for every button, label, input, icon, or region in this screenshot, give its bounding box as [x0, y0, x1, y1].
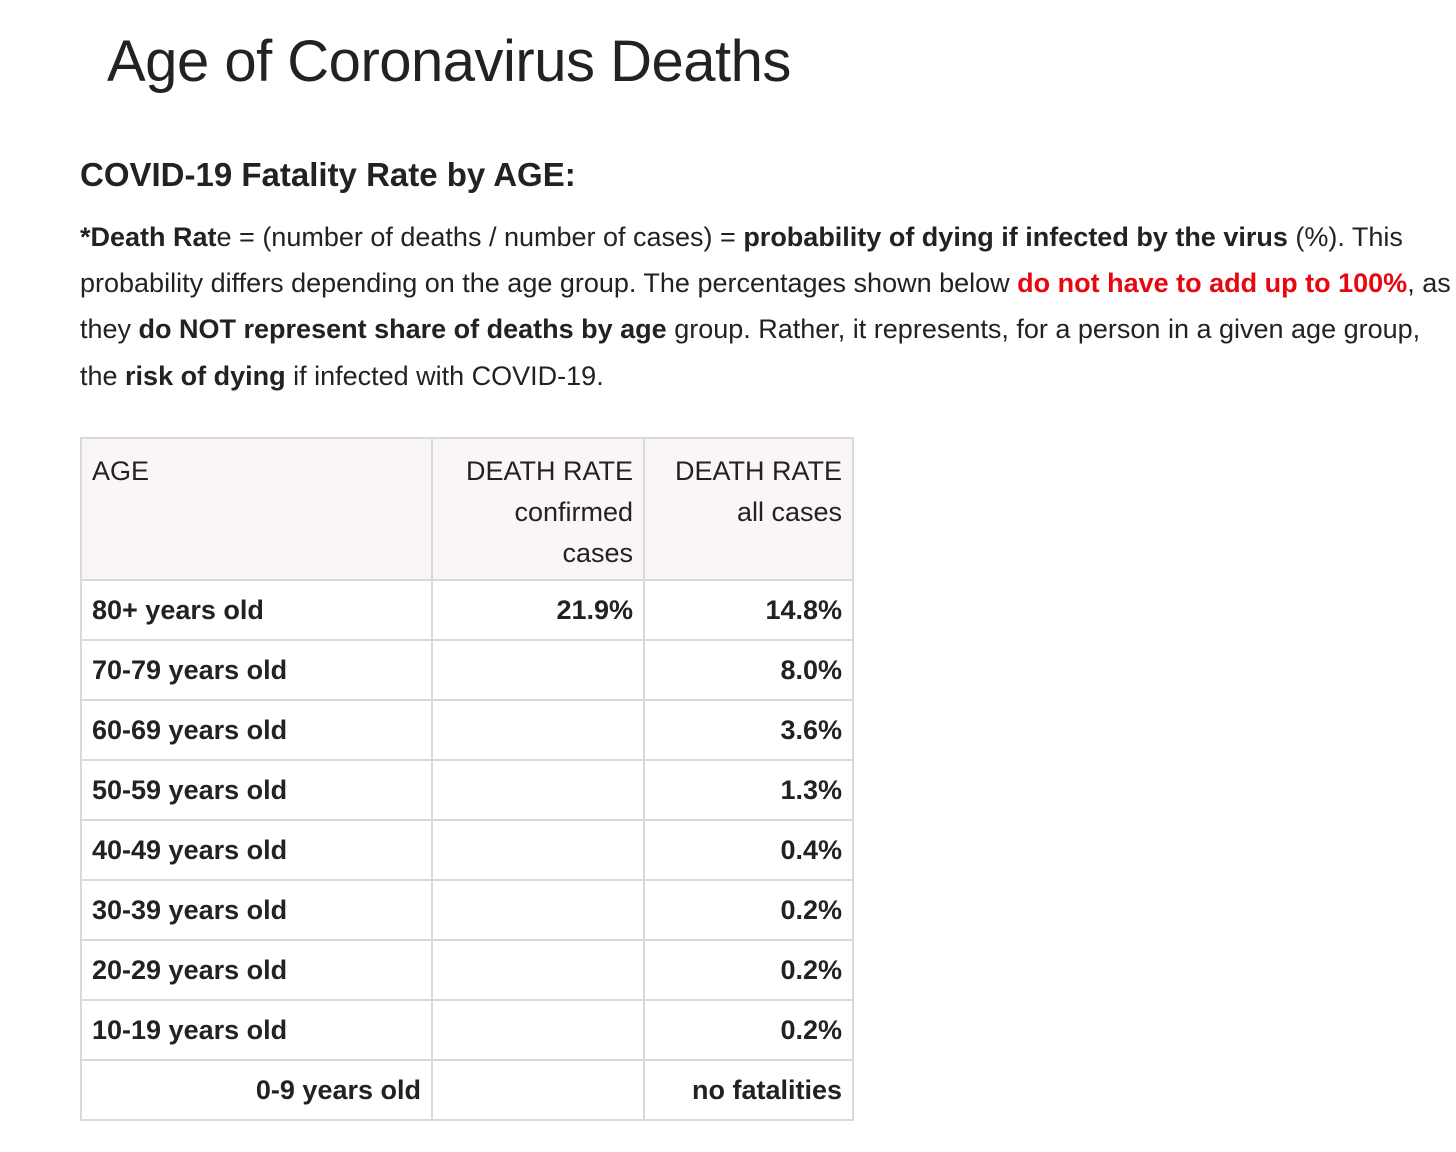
confirmed-rate-cell: [431, 639, 645, 701]
intro-text: (%).: [1287, 222, 1345, 252]
risk-emphasis: risk of dying: [125, 360, 286, 391]
confirmed-rate-cell: [431, 939, 645, 1001]
red-emphasis: do not have to add up to 100%: [1017, 268, 1408, 299]
confirmed-rate-cell: [431, 699, 645, 761]
confirmed-rate-cell: [431, 879, 645, 941]
all-cases-rate-cell: no fatalities: [643, 1059, 854, 1121]
table-row: 60-69 years old 3.6%: [80, 699, 854, 761]
probability-emphasis: probability of dying if infected by the …: [743, 222, 1288, 252]
age-column-header: AGE: [80, 437, 433, 581]
intro-text: e = (number of deaths / number of cases)…: [216, 222, 744, 252]
all-cases-rate-cell: 1.3%: [643, 759, 854, 821]
header-line: all cases: [736, 497, 842, 527]
age-cell: 20-29 years old: [80, 939, 433, 1001]
all-cases-rate-cell: 0.4%: [643, 819, 854, 881]
table-row: 70-79 years old 8.0%: [80, 639, 854, 701]
intro-paragraph: *Death Rate = (number of deaths / number…: [80, 214, 1452, 399]
section-heading: COVID-19 Fatality Rate by AGE:: [80, 156, 576, 193]
intro-text: , as they: [80, 268, 1451, 345]
age-cell: 0-9 years old: [80, 1059, 433, 1121]
confirmed-rate-cell: [431, 999, 645, 1061]
age-cell: 70-79 years old: [80, 639, 433, 701]
table-row: 10-19 years old 0.2%: [80, 999, 854, 1061]
death-rate-term: *Death Rat: [80, 222, 217, 252]
age-cell: 30-39 years old: [80, 879, 433, 941]
all-cases-rate-cell: 0.2%: [643, 879, 854, 941]
table-header-row: AGE DEATH RATE confirmed cases DEATH RATE a…: [80, 437, 854, 581]
age-cell: 80+ years old: [80, 579, 433, 641]
all-cases-rate-column-header: DEATH RATE all cases: [643, 437, 854, 581]
confirmed-rate-column-header: DEATH RATE confirmed cases: [431, 437, 645, 581]
table-row: 40-49 years old 0.4%: [80, 819, 854, 881]
intro-text: This probability differs depending on th…: [80, 222, 1403, 299]
header-line: cases: [562, 538, 633, 568]
confirmed-rate-cell: [431, 1059, 645, 1121]
confirmed-rate-cell: 21.9%: [431, 579, 645, 641]
header-line: DEATH RATE: [674, 456, 842, 486]
all-cases-rate-cell: 3.6%: [643, 699, 854, 761]
all-cases-rate-cell: 0.2%: [643, 939, 854, 1001]
age-cell: 50-59 years old: [80, 759, 433, 821]
share-emphasis: do NOT represent share of deaths by age: [138, 314, 667, 345]
age-cell: 10-19 years old: [80, 999, 433, 1061]
table-row: 30-39 years old 0.2%: [80, 879, 854, 941]
table-row: 50-59 years old 1.3%: [80, 759, 854, 821]
age-header-label: AGE: [92, 456, 150, 486]
header-line: DEATH RATE: [465, 456, 633, 486]
age-cell: 60-69 years old: [80, 699, 433, 761]
table-row: 80+ years old 21.9% 14.8%: [80, 579, 854, 641]
confirmed-rate-cell: [431, 819, 645, 881]
confirmed-rate-cell: [431, 759, 645, 821]
table-row: 20-29 years old 0.2%: [80, 939, 854, 1001]
all-cases-rate-cell: 8.0%: [643, 639, 854, 701]
table-row: 0-9 years old no fatalities: [80, 1059, 854, 1121]
page-title: Age of Coronavirus Deaths: [107, 29, 791, 94]
all-cases-rate-cell: 14.8%: [643, 579, 854, 641]
intro-text: if infected with COVID-19.: [285, 360, 604, 391]
intro-text: group. Rather, it represents, for a pers…: [80, 314, 1421, 391]
header-line: confirmed: [514, 497, 633, 527]
age-cell: 40-49 years old: [80, 819, 433, 881]
all-cases-rate-cell: 0.2%: [643, 999, 854, 1061]
fatality-rate-table: AGE DEATH RATE confirmed cases DEATH RATE a…: [80, 437, 854, 1121]
